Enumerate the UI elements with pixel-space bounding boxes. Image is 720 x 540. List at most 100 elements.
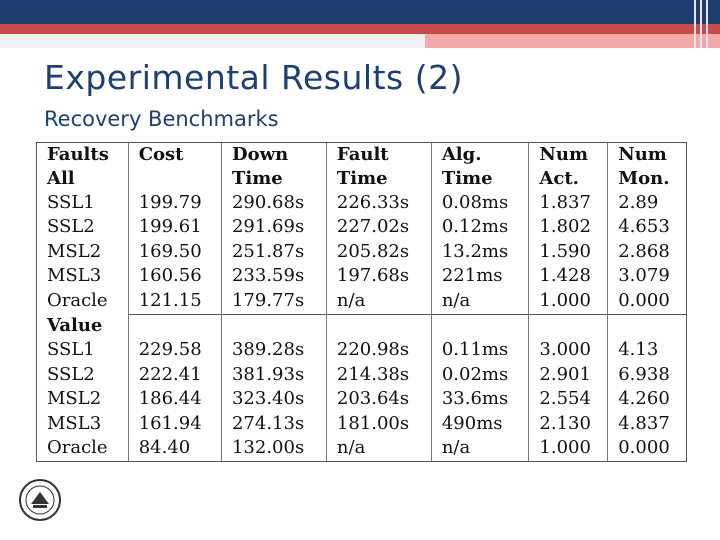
- empty-cell: [220, 313, 327, 339]
- table-cell: 381.93s: [220, 362, 327, 388]
- empty-cell: [430, 313, 529, 339]
- row-label: SSL1: [47, 192, 95, 213]
- section-label: Value: [47, 315, 103, 336]
- value-section-header: Value: [37, 313, 686, 339]
- decor-line: [700, 0, 702, 48]
- empty-cell: [528, 313, 608, 339]
- table-row: MSL2 169.50 251.87s 205.82s 13.2ms 1.590 2.868: [37, 239, 686, 265]
- table-cell: 2.554: [528, 387, 608, 412]
- row-label: MSL2: [47, 240, 102, 262]
- table-cell: 389.28s: [220, 338, 327, 363]
- accent-strip-pale: [0, 34, 425, 48]
- results-table: Faults All Cost Down Time Fault Time Alg. Ti…: [37, 143, 686, 461]
- row-label: SSL2: [47, 216, 95, 238]
- table-row: SSL1 199.79 290.68s 226.33s 0.08ms 1.837 2.89: [37, 191, 686, 216]
- decor-line: [694, 0, 696, 48]
- empty-cell: [607, 313, 686, 339]
- table-cell: 197.68s: [325, 264, 432, 289]
- table-cell: 214.38s: [325, 362, 432, 388]
- header-cell: Num Mon.: [607, 143, 686, 191]
- header-row: Faults All Cost Down Time Fault Time Alg. Ti…: [37, 143, 686, 191]
- table-cell: 1.837: [528, 191, 608, 216]
- accent-strip-pink: [425, 34, 720, 48]
- row-label: Oracle: [47, 289, 108, 311]
- table-cell: 227.02s: [325, 215, 432, 240]
- table-row: Oracle 84.40 132.00s n/a n/a 1.000 0.000: [37, 436, 686, 461]
- row-label: MSL2: [47, 388, 102, 410]
- table-cell: 323.40s: [220, 387, 327, 412]
- table-cell: 121.15: [127, 288, 222, 314]
- faults-section: SSL1 199.79 290.68s 226.33s 0.08ms 1.837 2.89 S…: [37, 191, 686, 314]
- table-cell: 179.77s: [220, 288, 327, 314]
- table-cell: 33.6ms: [430, 387, 529, 412]
- header-cell: Alg. Time: [430, 143, 529, 191]
- table-cell: 221ms: [430, 264, 529, 289]
- table-cell: 220.98s: [325, 338, 432, 363]
- table-cell: 199.79: [127, 191, 222, 216]
- table-cell: 160.56: [127, 264, 222, 289]
- table-cell: 205.82s: [325, 239, 432, 265]
- table-cell: 0.02ms: [430, 362, 529, 388]
- table-cell: 3.000: [528, 338, 608, 363]
- table-cell: 251.87s: [220, 239, 327, 265]
- table-row: MSL2 186.44 323.40s 203.64s 33.6ms 2.554 4.260: [37, 387, 686, 412]
- table-cell: 1.428: [528, 264, 608, 289]
- row-label: SSL1: [47, 339, 95, 361]
- table-cell: n/a: [325, 288, 432, 314]
- table-cell: 186.44: [127, 387, 222, 412]
- table-cell: 0.12ms: [430, 215, 529, 240]
- table-cell: 222.41: [127, 362, 222, 388]
- row-label: MSL3: [47, 412, 102, 434]
- empty-cell: [127, 313, 222, 339]
- table-cell: 199.61: [127, 215, 222, 240]
- table-cell: 3.079: [607, 264, 686, 289]
- decor-line: [706, 0, 708, 48]
- table-cell: n/a: [430, 288, 529, 314]
- table-cell: 2.901: [528, 362, 608, 388]
- header-cell: Down Time: [220, 143, 327, 191]
- table-cell: 0.11ms: [430, 338, 529, 363]
- table-cell: 1.590: [528, 239, 608, 265]
- results-table-frame: Faults All Cost Down Time Fault Time Alg. Ti…: [36, 142, 687, 462]
- table-cell: 6.938: [607, 362, 686, 388]
- value-section: SSL1 229.58 389.28s 220.98s 0.11ms 3.000 4.13 S…: [37, 338, 686, 461]
- table-cell: n/a: [325, 436, 432, 461]
- table-cell: 2.89: [607, 191, 686, 216]
- university-seal-icon: [19, 479, 61, 521]
- header-cell: Faults All: [47, 144, 109, 189]
- table-cell: 291.69s: [220, 215, 327, 240]
- table-cell: 229.58: [127, 338, 222, 363]
- table-row: SSL2 199.61 291.69s 227.02s 0.12ms 1.802 4.653: [37, 215, 686, 240]
- table-cell: 161.94: [127, 411, 222, 437]
- table-cell: 84.40: [127, 436, 222, 461]
- header-bar: [0, 0, 720, 24]
- table-cell: 0.000: [607, 436, 686, 461]
- row-label: Oracle: [47, 437, 108, 459]
- table-cell: 290.68s: [220, 191, 327, 216]
- section-label-row: Value: [37, 313, 686, 339]
- table-row: MSL3 160.56 233.59s 197.68s 221ms 1.428 3.079: [37, 264, 686, 289]
- table-cell: 2.130: [528, 411, 608, 437]
- table-cell: 4.837: [607, 411, 686, 437]
- table-cell: 4.653: [607, 215, 686, 240]
- table-cell: 1.000: [528, 436, 608, 461]
- table-cell: 1.802: [528, 215, 608, 240]
- table-cell: 2.868: [607, 239, 686, 265]
- table-row: SSL2 222.41 381.93s 214.38s 0.02ms 2.901 6.938: [37, 362, 686, 388]
- table-cell: n/a: [430, 436, 529, 461]
- header-cell: Num Act.: [528, 143, 608, 191]
- table-cell: 13.2ms: [430, 239, 529, 265]
- table-row: SSL1 229.58 389.28s 220.98s 0.11ms 3.000 4.13: [37, 338, 686, 363]
- table-cell: 0.000: [607, 288, 686, 314]
- accent-strip: [0, 24, 720, 34]
- table-cell: 274.13s: [220, 411, 327, 437]
- table-cell: 181.00s: [325, 411, 432, 437]
- table-cell: 4.13: [607, 338, 686, 363]
- table-cell: 132.00s: [220, 436, 327, 461]
- table-cell: 4.260: [607, 387, 686, 412]
- table-cell: 169.50: [127, 239, 222, 265]
- empty-cell: [325, 313, 432, 339]
- table-row: MSL3 161.94 274.13s 181.00s 490ms 2.130 4.837: [37, 411, 686, 437]
- header-cell: Fault Time: [325, 143, 432, 191]
- table-row: Oracle 121.15 179.77s n/a n/a 1.000 0.000: [37, 288, 686, 314]
